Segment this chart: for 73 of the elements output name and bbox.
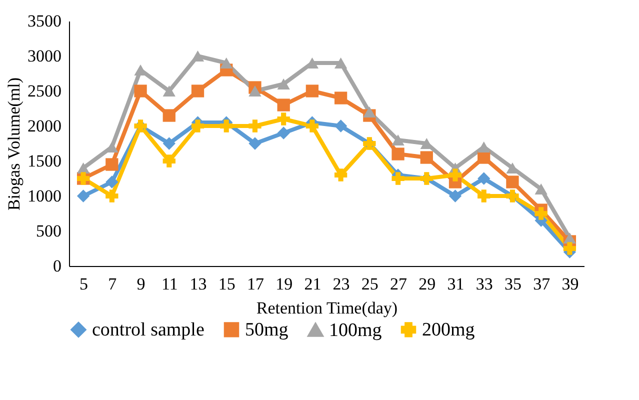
y-tick-label: 2000 (28, 116, 62, 136)
point (220, 58, 233, 68)
point (191, 84, 204, 98)
x-tick-label: 19 (276, 274, 293, 294)
x-tick-label: 29 (418, 274, 436, 294)
point (76, 190, 90, 202)
x-tick-label: 27 (390, 274, 408, 294)
point (334, 168, 348, 182)
legend-label: 200mg (422, 320, 476, 341)
y-tick-label: 2500 (28, 82, 62, 100)
point (191, 50, 204, 62)
point (334, 92, 348, 104)
x-tick-label: 39 (562, 274, 579, 294)
point (448, 168, 462, 182)
x-tick-label: 35 (504, 274, 522, 294)
point (563, 242, 576, 255)
point (162, 154, 176, 168)
x-tick-label: 37 (533, 274, 551, 294)
point (191, 120, 204, 132)
point (106, 176, 118, 188)
legend-label: 100mg (329, 320, 382, 342)
point (534, 207, 548, 220)
point (134, 84, 147, 98)
point (106, 190, 118, 202)
legend-label: control sample (92, 320, 204, 341)
point (420, 151, 433, 164)
y-tick-label: 1000 (28, 186, 62, 206)
point (277, 126, 290, 140)
x-tick-label: 5 (80, 274, 88, 294)
y-tick-label: 0 (53, 256, 62, 276)
point (277, 78, 290, 90)
point (478, 142, 490, 152)
legend-label: 50mg (245, 320, 289, 341)
point (248, 86, 262, 96)
x-tick-label: 13 (190, 274, 207, 294)
y-tick-label: 1500 (28, 152, 62, 170)
x-tick-label: 21 (304, 274, 322, 294)
x-tick-label: 15 (218, 274, 236, 294)
point (534, 184, 548, 194)
x-tick-label: 25 (361, 274, 378, 294)
x-tick-label: 11 (161, 274, 178, 294)
x-tick-label: 9 (136, 274, 146, 294)
point (248, 120, 262, 132)
point (506, 176, 519, 188)
y-tick-label: 3500 (28, 12, 62, 30)
point (162, 86, 176, 96)
point (334, 58, 348, 68)
x-tick-label: 17 (246, 274, 264, 294)
x-tick-label: 31 (447, 274, 464, 294)
point (220, 120, 233, 132)
point (392, 134, 404, 146)
point (277, 112, 290, 126)
point (162, 109, 176, 122)
point (306, 120, 319, 132)
point (306, 84, 319, 98)
point (478, 190, 490, 202)
point (106, 158, 118, 171)
point (392, 172, 404, 185)
x-tick-label: 33 (476, 274, 493, 294)
point (248, 137, 262, 150)
point (334, 120, 348, 132)
point (277, 98, 290, 112)
x-axis-title: Retention Time(day) (256, 298, 398, 318)
point (448, 190, 462, 202)
x-tick-label: 7 (108, 274, 118, 294)
point (478, 172, 490, 185)
point (392, 148, 404, 160)
x-tick-label: 23 (332, 274, 350, 294)
y-tick-label: 3000 (28, 46, 62, 66)
y-tick-label: 500 (36, 222, 62, 240)
point (162, 137, 176, 150)
y-axis-title: Biogas Volume(ml) (4, 77, 24, 211)
point (363, 106, 376, 118)
